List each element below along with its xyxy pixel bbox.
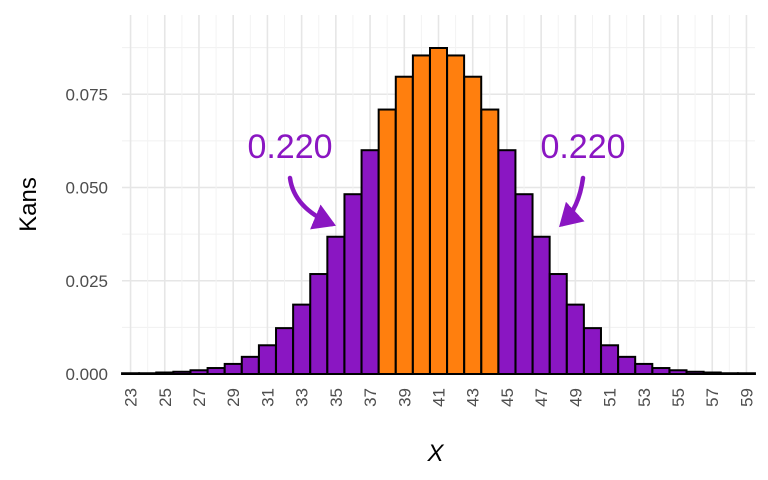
x-tick-label: 35 (327, 388, 346, 407)
bar-45 (497, 149, 517, 375)
x-tick-label: 43 (464, 388, 483, 407)
bars (121, 47, 756, 376)
bar-33 (292, 303, 312, 376)
x-axis-title: X (426, 440, 444, 467)
bar-49 (565, 303, 585, 376)
y-tick-label: 0.000 (65, 365, 108, 384)
bar-40 (411, 54, 431, 375)
bar-31 (257, 344, 277, 375)
x-tick-label: 45 (498, 388, 517, 407)
x-axis-ticks: 23 25 27 29 31 33 35 37 39 41 43 45 47 49 51 53 55 57 59 (122, 388, 757, 407)
bar-50 (582, 327, 602, 375)
bar-35 (326, 235, 346, 375)
bar-38 (377, 108, 397, 376)
y-tick-label: 0.025 (65, 272, 108, 291)
x-tick-label: 29 (224, 388, 243, 407)
x-tick-label: 37 (361, 388, 380, 407)
x-tick-label: 27 (190, 388, 209, 407)
bar-37 (360, 149, 380, 375)
bar-32 (275, 327, 295, 375)
annotation-label-left: 0.220 (247, 128, 332, 166)
y-tick-label: 0.075 (65, 85, 108, 104)
x-tick-label: 57 (703, 388, 722, 407)
bar-51 (600, 344, 620, 375)
annotation-label-right: 0.220 (540, 128, 625, 166)
x-tick-label: 51 (601, 388, 620, 407)
bar-30 (240, 355, 260, 375)
y-axis-ticks: 0.000 0.025 0.050 0.075 (65, 85, 108, 384)
bar-41 (429, 47, 448, 375)
bar-29 (223, 362, 243, 375)
x-tick-label: 33 (293, 388, 312, 407)
x-tick-label: 39 (395, 388, 414, 407)
bar-43 (463, 75, 483, 375)
bar-36 (343, 193, 363, 375)
bar-34 (309, 273, 329, 376)
x-tick-label: 23 (122, 388, 141, 407)
bar-53 (634, 362, 654, 375)
bar-46 (514, 193, 534, 375)
y-axis-title: Kans (15, 177, 42, 232)
x-tick-label: 59 (737, 388, 756, 407)
x-tick-label: 25 (156, 388, 175, 407)
x-tick-label: 47 (532, 388, 551, 407)
bar-52 (617, 355, 637, 375)
x-tick-label: 41 (430, 388, 449, 407)
bar-48 (548, 273, 568, 376)
x-tick-label: 53 (635, 388, 654, 407)
annotation-arrow-left (287, 175, 336, 230)
x-tick-label: 31 (258, 388, 277, 407)
bar-44 (480, 108, 500, 376)
x-tick-label: 55 (669, 388, 688, 407)
annotations: 0.220 0.220 (247, 128, 626, 230)
bar-42 (446, 54, 466, 375)
annotation-arrow-right (559, 175, 586, 228)
bar-47 (531, 235, 551, 375)
x-tick-label: 49 (566, 388, 585, 407)
y-tick-label: 0.050 (65, 179, 108, 198)
bar-39 (394, 75, 414, 375)
